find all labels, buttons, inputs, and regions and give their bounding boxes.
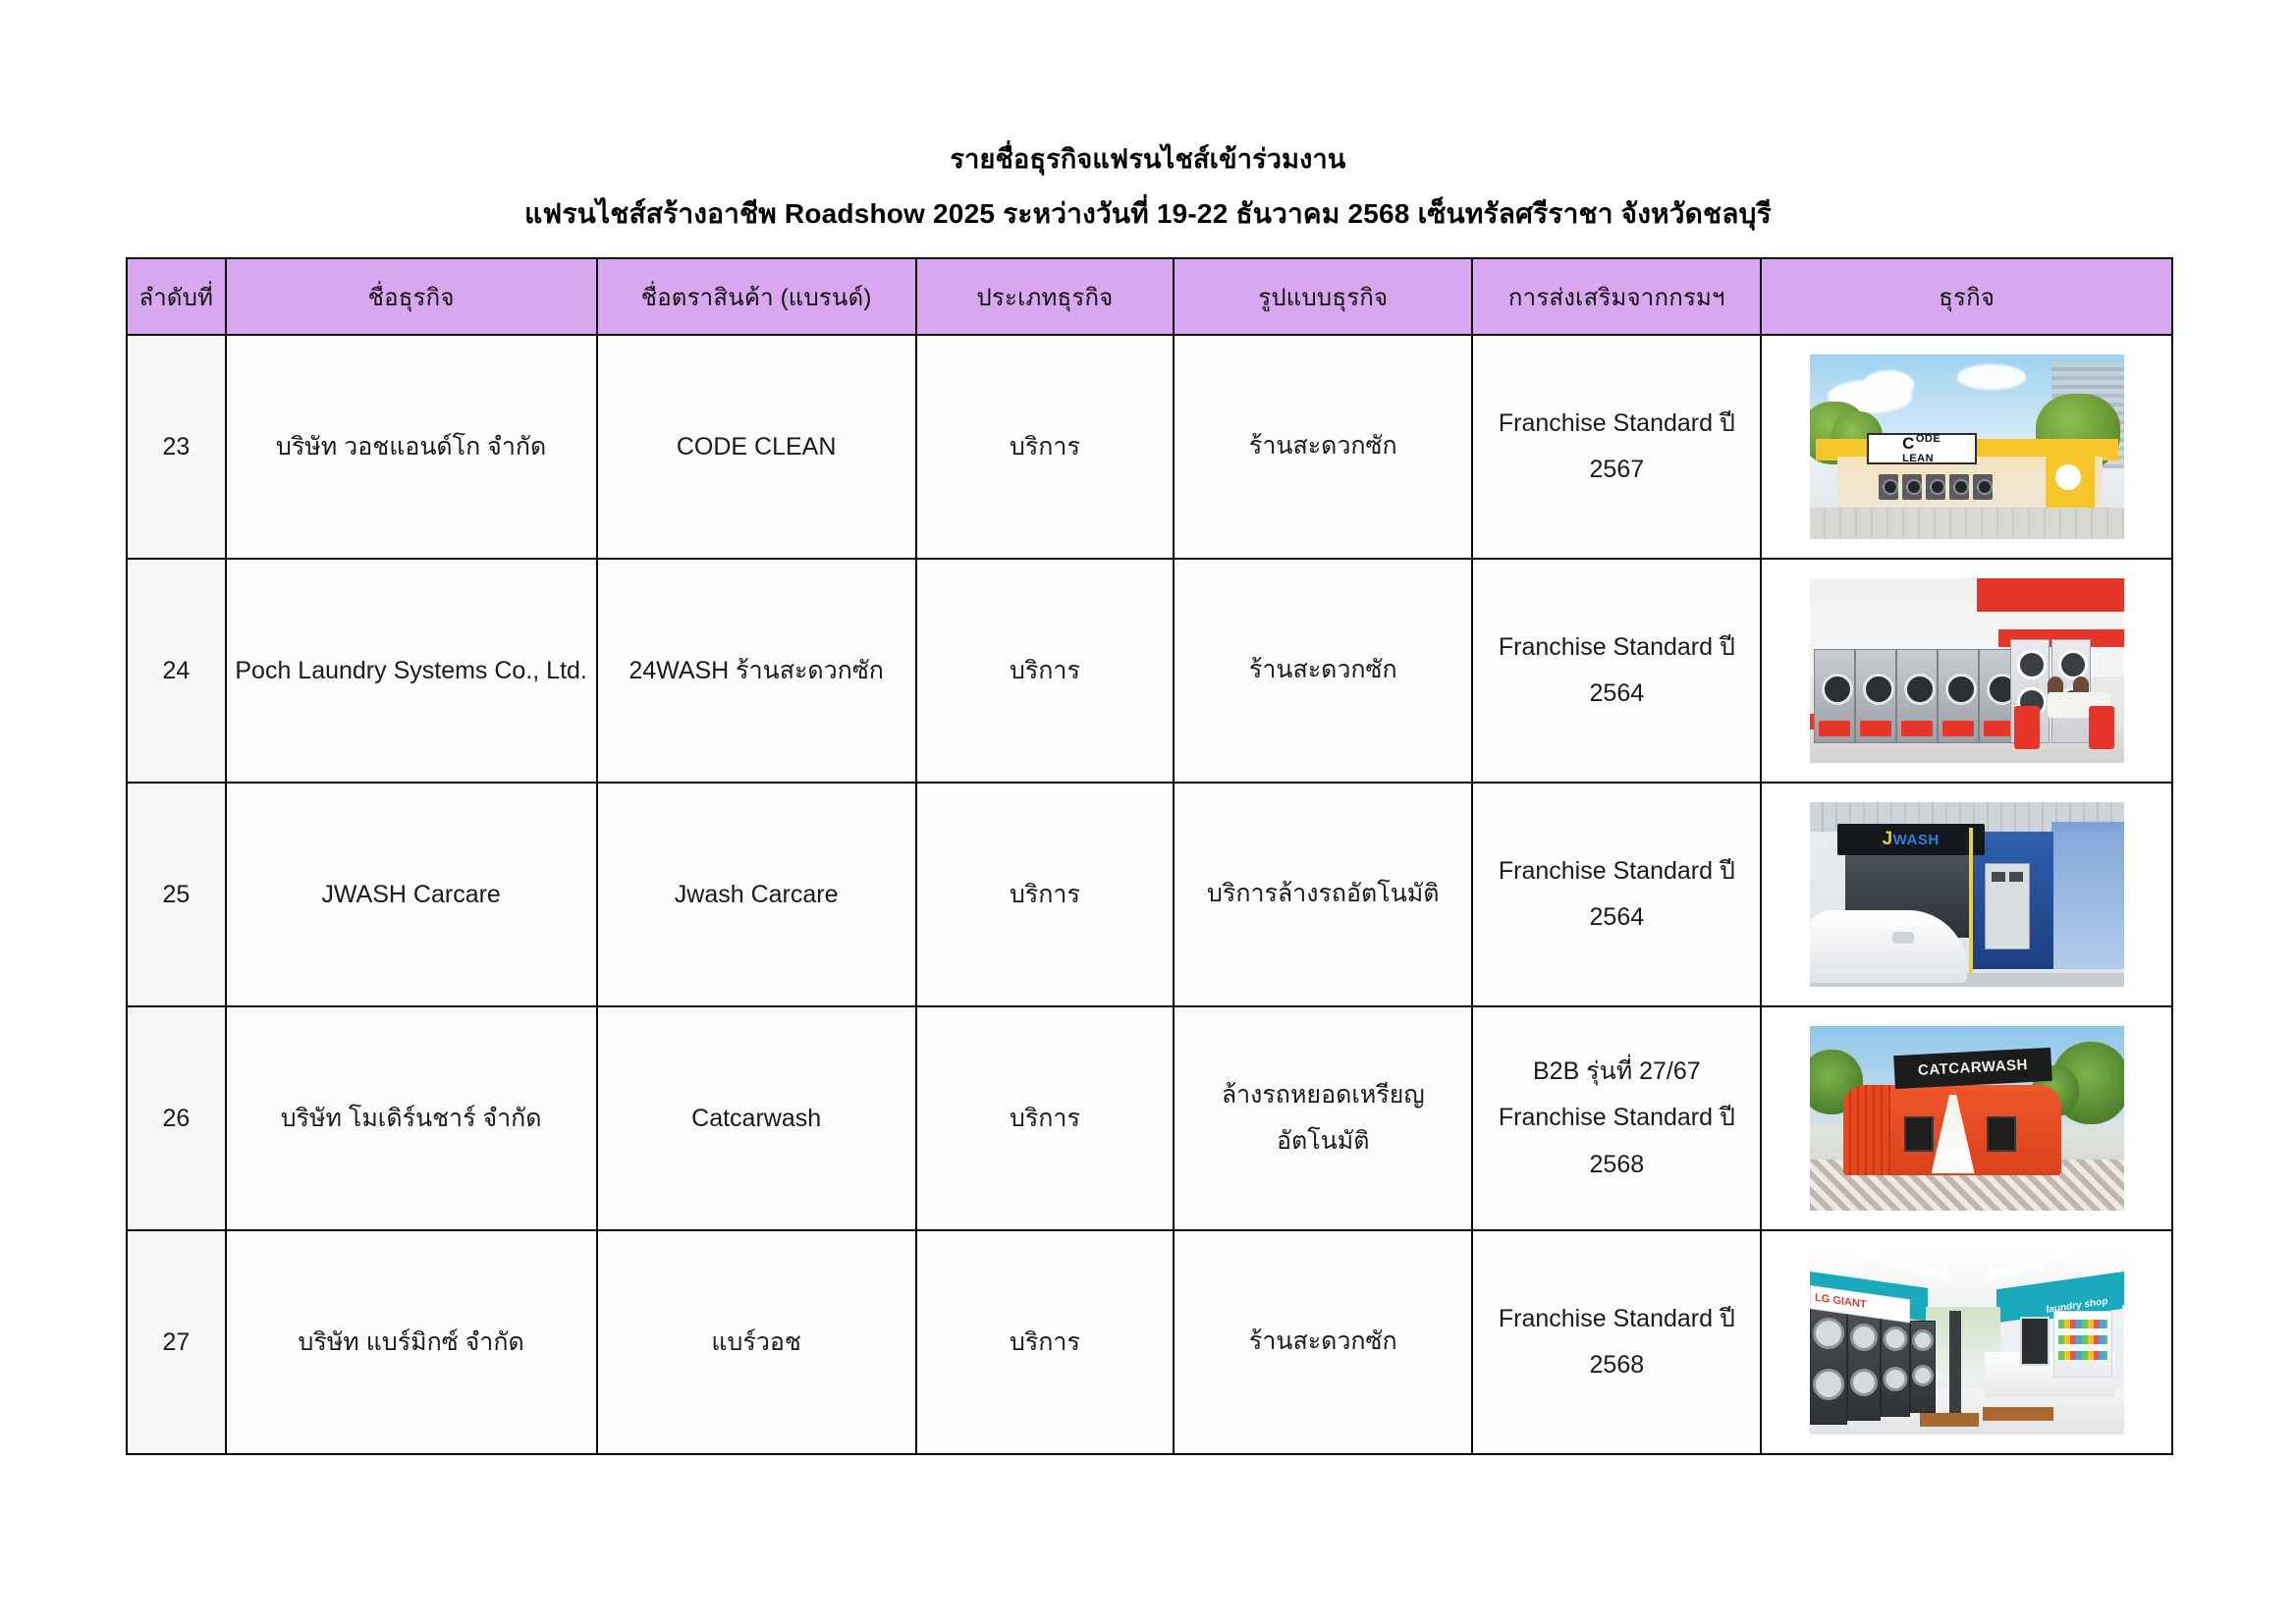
cell-business-name: บริษัท วอชแอนด์โก จำกัด (224, 334, 598, 560)
cell-brand: 24WASH ร้านสะดวกซัก (595, 558, 917, 784)
24wash-laundromat-interior-photo (1809, 578, 2124, 763)
cell-business-image: C ODE LEAN (1760, 334, 2173, 560)
code-clean-storefront-photo: C ODE LEAN (1809, 354, 2124, 539)
table-row: 25 JWASH Carcare Jwash Carcare บริการ บร… (126, 782, 2173, 1007)
table-body: 23 บริษัท วอชแอนด์โก จำกัด CODE CLEAN บร… (126, 334, 2173, 1455)
cell-brand: Catcarwash (595, 1005, 917, 1231)
cell-business-type: บริการ (914, 782, 1175, 1007)
jwash-carwash-photo: JWASH (1809, 802, 2124, 987)
promotion-line-2: 2568 (1589, 1150, 1645, 1178)
cell-business-format: ร้านสะดวกซัก (1173, 1229, 1474, 1455)
cell-business-image: LG GIANT laundry shop (1760, 1229, 2173, 1455)
cell-business-name: Poch Laundry Systems Co., Ltd. (224, 558, 598, 784)
cell-no: 26 (126, 1005, 227, 1231)
cell-promotion: B2B รุ่นที่ 27/67 Franchise Standard ปี … (1471, 1005, 1763, 1231)
cell-business-format: ล้างรถหยอดเหรียญ อัตโนมัติ (1173, 1005, 1474, 1231)
cell-no: 24 (126, 558, 227, 784)
cell-business-format: ร้านสะดวกซัก (1173, 558, 1474, 784)
cell-promotion: Franchise Standard ปี 2564 (1471, 782, 1763, 1007)
promotion-line-1: Franchise Standard ปี (1498, 1304, 1735, 1332)
table-header: ลำดับที่ ชื่อธุรกิจ ชื่อตราสินค้า (แบรนด… (126, 257, 2173, 336)
promotion-line-1: Franchise Standard ปี (1498, 856, 1735, 885)
cell-brand: CODE CLEAN (595, 334, 917, 560)
table-row: 26 บริษัท โมเดิร์นชาร์ จำกัด Catcarwash … (126, 1005, 2173, 1231)
column-header-business-format: รูปแบบธุรกิจ (1173, 257, 1474, 336)
cell-business-image: CATCARWASH (1760, 1005, 2173, 1231)
column-header-business-name: ชื่อธุรกิจ (224, 257, 598, 336)
cell-promotion: Franchise Standard ปี 2564 (1471, 558, 1763, 784)
cell-business-name: JWASH Carcare (224, 782, 598, 1007)
cell-business-type: บริการ (914, 334, 1175, 560)
column-header-business-type: ประเภทธุรกิจ (914, 257, 1175, 336)
carwash-bay-sign: CATCARWASH (1892, 1047, 2052, 1090)
cell-brand: แบร์วอช (595, 1229, 917, 1455)
cell-business-type: บริการ (914, 1005, 1175, 1231)
cell-promotion: Franchise Standard ปี 2567 (1471, 334, 1763, 560)
promotion-line-0: B2B รุ่นที่ 27/67 (1532, 1056, 1701, 1085)
cell-no: 25 (126, 782, 227, 1007)
column-header-promotion: การส่งเสริมจากกรมฯ (1471, 257, 1763, 336)
cell-business-type: บริการ (914, 558, 1175, 784)
catcarwash-bay-photo: CATCARWASH (1809, 1026, 2124, 1211)
promotion-line-1: Franchise Standard ปี (1498, 632, 1735, 661)
document-title-line-1: รายชื่อธุรกิจแฟรนไชส์เข้าร่วมงาน (950, 144, 1346, 174)
cell-business-image (1760, 558, 2173, 784)
bearwash-laundromat-interior-photo: LG GIANT laundry shop (1809, 1250, 2124, 1435)
cell-promotion: Franchise Standard ปี 2568 (1471, 1229, 1763, 1455)
carwash-bay-sign-text: CATCARWASH (1917, 1056, 2028, 1080)
document-title-line-2: แฟรนไชส์สร้างอาชีพ Roadshow 2025 ระหว่าง… (524, 198, 1772, 229)
table-row: 24 Poch Laundry Systems Co., Ltd. 24WASH… (126, 558, 2173, 784)
cell-business-format: ร้านสะดวกซัก (1173, 334, 1474, 560)
column-header-no: ลำดับที่ (126, 257, 227, 336)
cell-business-format: บริการล้างรถอัตโนมัติ (1173, 782, 1474, 1007)
storefront-sign: C ODE LEAN (1866, 433, 1977, 464)
cell-business-type: บริการ (914, 1229, 1175, 1455)
carwash-sign-text: JWASH (1882, 828, 1940, 849)
promotion-line-2: 2568 (1589, 1351, 1645, 1379)
laundromat-sign-left-text: LG GIANT (1814, 1291, 1867, 1311)
cell-no: 23 (126, 334, 227, 560)
promotion-line-2: 2564 (1589, 679, 1645, 707)
cell-business-name: บริษัท โมเดิร์นชาร์ จำกัด (224, 1005, 598, 1231)
promotion-line-1: Franchise Standard ปี (1498, 408, 1735, 437)
table-header-row: ลำดับที่ ชื่อธุรกิจ ชื่อตราสินค้า (แบรนด… (126, 257, 2173, 336)
promotion-line-2: 2567 (1589, 456, 1645, 483)
business-format-line-1: ล้างรถหยอดเหรียญ (1221, 1080, 1425, 1109)
cell-business-name: บริษัท แบร์มิกซ์ จำกัด (224, 1229, 598, 1455)
table-row: 27 บริษัท แบร์มิกซ์ จำกัด แบร์วอช บริการ… (126, 1229, 2173, 1455)
franchise-table: ลำดับที่ ชื่อธุรกิจ ชื่อตราสินค้า (แบรนด… (126, 257, 2173, 1455)
business-format-line-2: อัตโนมัติ (1277, 1127, 1370, 1155)
cell-no: 27 (126, 1229, 227, 1455)
table-row: 23 บริษัท วอชแอนด์โก จำกัด CODE CLEAN บร… (126, 334, 2173, 560)
column-header-brand: ชื่อตราสินค้า (แบรนด์) (595, 257, 917, 336)
carwash-sign: JWASH (1836, 824, 1985, 855)
column-header-business-image: ธุรกิจ (1760, 257, 2173, 336)
cell-business-image: JWASH (1760, 782, 2173, 1007)
franchise-table-wrapper: ลำดับที่ ชื่อธุรกิจ ชื่อตราสินค้า (แบรนด… (126, 257, 2173, 1455)
promotion-line-1: Franchise Standard ปี (1498, 1104, 1735, 1132)
promotion-line-2: 2564 (1589, 903, 1645, 931)
cell-brand: Jwash Carcare (595, 782, 917, 1007)
storefront-sign-text: C ODE LEAN (1902, 433, 1941, 464)
